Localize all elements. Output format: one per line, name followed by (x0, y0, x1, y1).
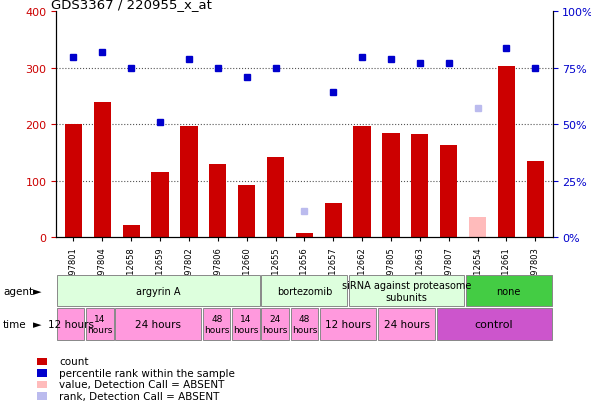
Bar (353, 127, 371, 237)
Bar (527, 161, 544, 237)
Bar (57, 275, 259, 307)
Bar (122, 225, 140, 237)
Bar (209, 164, 226, 237)
Bar (151, 172, 168, 237)
Text: 24
hours: 24 hours (262, 315, 288, 334)
Text: value, Detection Call = ABSENT: value, Detection Call = ABSENT (59, 380, 225, 389)
Text: percentile rank within the sample: percentile rank within the sample (59, 368, 235, 378)
Text: control: control (475, 319, 514, 329)
Bar (382, 134, 400, 237)
Bar (296, 233, 313, 237)
Text: agent: agent (3, 286, 33, 296)
Bar (232, 309, 259, 340)
Bar (411, 135, 428, 237)
Bar (86, 309, 113, 340)
Bar (65, 125, 82, 237)
Text: 14
hours: 14 hours (87, 315, 113, 334)
Text: count: count (59, 356, 89, 366)
Text: 24 hours: 24 hours (384, 319, 430, 329)
Bar (498, 67, 515, 237)
Bar (469, 218, 486, 237)
Text: 12 hours: 12 hours (325, 319, 371, 329)
Bar (93, 102, 111, 237)
Text: GDS3367 / 220955_x_at: GDS3367 / 220955_x_at (51, 0, 212, 11)
Text: none: none (496, 286, 521, 296)
Bar (115, 309, 202, 340)
Bar (349, 275, 464, 307)
Bar (466, 275, 552, 307)
Bar (261, 275, 348, 307)
Bar (57, 309, 85, 340)
Bar (440, 146, 457, 237)
Text: time: time (3, 319, 27, 329)
Bar (180, 127, 197, 237)
Bar (238, 185, 255, 237)
Bar (203, 309, 230, 340)
Bar (378, 309, 435, 340)
Bar (267, 158, 284, 237)
Text: bortezomib: bortezomib (277, 286, 332, 296)
Text: ►: ► (33, 286, 41, 296)
Bar (320, 309, 376, 340)
Text: 24 hours: 24 hours (135, 319, 181, 329)
Text: argyrin A: argyrin A (136, 286, 181, 296)
Bar (261, 309, 289, 340)
Bar (324, 204, 342, 237)
Text: rank, Detection Call = ABSENT: rank, Detection Call = ABSENT (59, 391, 219, 401)
Text: siRNA against proteasome
subunits: siRNA against proteasome subunits (342, 280, 471, 302)
Text: 48
hours: 48 hours (204, 315, 229, 334)
Text: 14
hours: 14 hours (233, 315, 259, 334)
Text: 48
hours: 48 hours (292, 315, 317, 334)
Text: ►: ► (33, 319, 41, 329)
Bar (437, 309, 552, 340)
Bar (291, 309, 318, 340)
Text: 12 hours: 12 hours (48, 319, 94, 329)
